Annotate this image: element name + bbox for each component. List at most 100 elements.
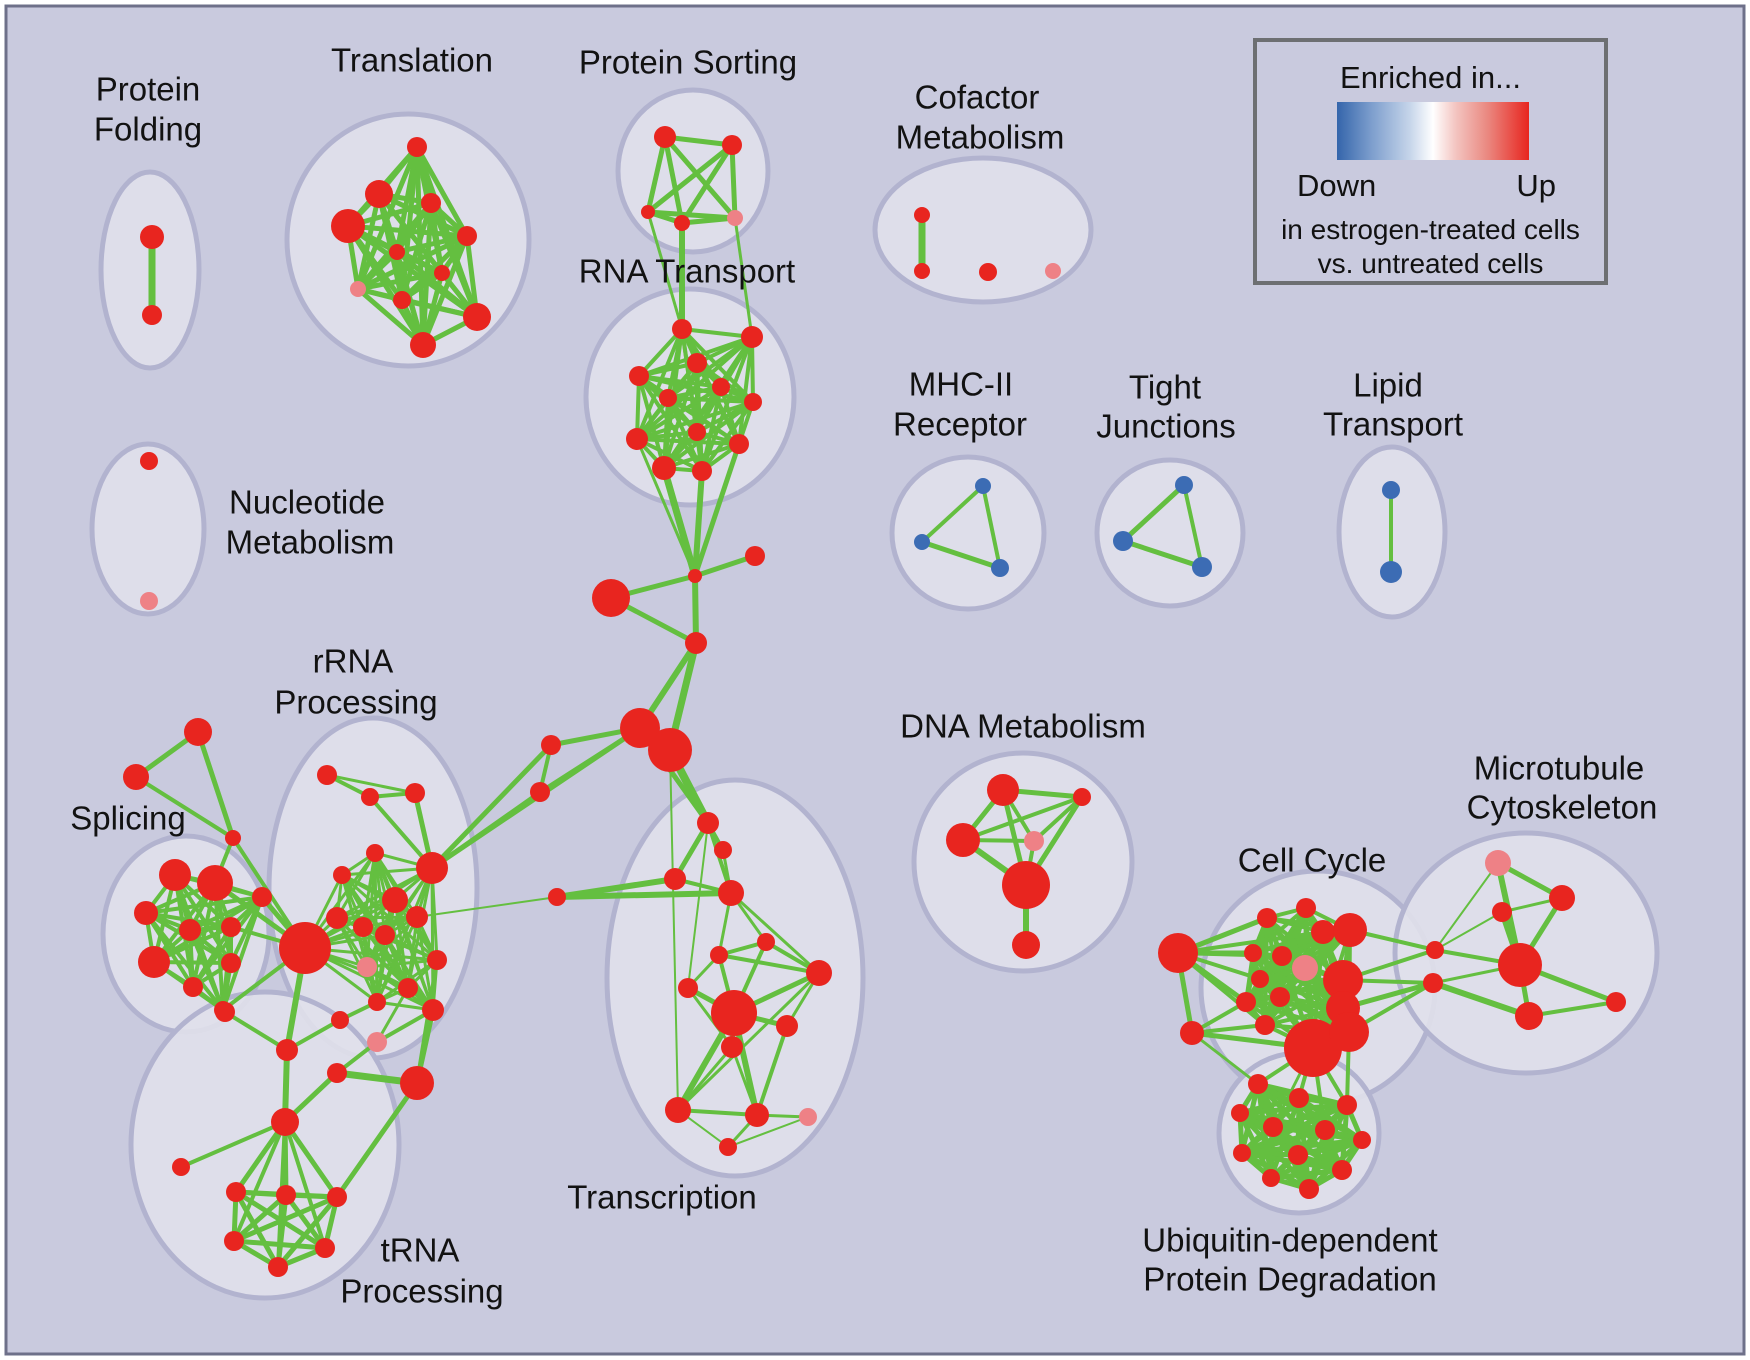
- edge: [223, 1010, 289, 1052]
- edge: [355, 270, 445, 292]
- label-ubiquitin-1: Ubiquitin-dependent: [1142, 1222, 1437, 1259]
- label-nucleotide-2: Metabolism: [226, 524, 395, 561]
- label-microtubule-1: Microtubule: [1474, 750, 1645, 787]
- node-r5: [333, 866, 351, 884]
- edge: [375, 915, 419, 1004]
- node-u6: [1315, 1120, 1335, 1140]
- node-j2: [745, 546, 765, 566]
- edge: [637, 327, 684, 378]
- edge: [919, 539, 1003, 571]
- node-rt11: [652, 456, 676, 480]
- node-j6: [530, 782, 550, 802]
- edge: [660, 464, 699, 580]
- label-rrna-1: rRNA: [313, 643, 394, 680]
- edge: [144, 895, 264, 915]
- edge: [680, 327, 754, 339]
- node-c7: [1244, 944, 1262, 962]
- node-rhub: [279, 922, 331, 974]
- edge: [233, 1119, 288, 1195]
- edge: [1527, 1000, 1618, 1018]
- edge: [645, 134, 668, 215]
- edge: [687, 822, 709, 989]
- edge: [920, 484, 985, 544]
- edge: [283, 1192, 328, 1251]
- label-protein-folding-2: Folding: [94, 111, 202, 148]
- node-c13: [1323, 960, 1363, 1000]
- node-tl6: [389, 244, 405, 260]
- node-j7: [548, 888, 566, 906]
- node-t2: [714, 841, 732, 859]
- edge: [692, 553, 758, 579]
- node-tn4: [172, 1158, 190, 1176]
- node-j4: [685, 632, 707, 654]
- node-u9: [1288, 1145, 1308, 1165]
- label-cofactor-2: Metabolism: [896, 119, 1065, 156]
- edge: [1032, 795, 1084, 843]
- node-cf3: [979, 263, 997, 281]
- node-u12: [1299, 1179, 1319, 1199]
- label-rrna-2: Processing: [274, 684, 437, 721]
- label-transcription: Transcription: [567, 1179, 757, 1216]
- node-mj2: [1423, 973, 1443, 993]
- edge: [700, 400, 755, 473]
- label-mhc-2: Receptor: [893, 406, 1027, 443]
- node-r15: [368, 993, 386, 1011]
- node-tl2: [365, 180, 393, 208]
- node-d1: [987, 774, 1019, 806]
- node-s2: [197, 865, 233, 901]
- label-mhc-1: MHC-II: [909, 366, 1013, 403]
- edge: [1120, 538, 1205, 570]
- node-r18: [367, 1032, 387, 1052]
- node-tn9: [315, 1238, 335, 1258]
- edge: [635, 437, 741, 446]
- edge: [375, 933, 387, 1004]
- edge: [692, 573, 699, 646]
- cluster-mhc-ii-receptor-ellipse: [889, 454, 1047, 612]
- legend-subtitle-line2: vs. untreated cells: [1317, 248, 1544, 279]
- label-protein-sorting: Protein Sorting: [579, 44, 797, 81]
- node-u7: [1353, 1131, 1371, 1149]
- node-tl4: [331, 209, 365, 243]
- node-chub: [1284, 1019, 1342, 1077]
- node-t10: [711, 990, 757, 1036]
- edge: [179, 1120, 287, 1169]
- edge: [429, 742, 554, 871]
- node-s5: [221, 917, 241, 937]
- cluster-nucleotide-metabolism-ellipse: [89, 441, 207, 617]
- edge: [1190, 1031, 1260, 1086]
- node-r7: [382, 887, 408, 913]
- edge: [1434, 911, 1503, 951]
- node-tl1: [407, 137, 427, 157]
- node-rt12: [692, 461, 712, 481]
- node-ps2: [722, 135, 742, 155]
- edge: [554, 890, 734, 900]
- edge: [282, 1119, 340, 1200]
- edge: [1430, 980, 1532, 1019]
- node-tl5: [457, 226, 477, 246]
- label-cell-cycle: Cell Cycle: [1238, 842, 1387, 879]
- label-tight-1: Tight: [1129, 369, 1201, 406]
- edge: [637, 374, 704, 473]
- label-dna-metabolism: DNA Metabolism: [900, 708, 1146, 745]
- node-d3: [946, 823, 980, 857]
- edge: [729, 891, 821, 975]
- node-tj3: [1192, 557, 1212, 577]
- node-nm1: [140, 452, 158, 470]
- edge: [283, 1120, 327, 1250]
- edge: [662, 442, 741, 470]
- edge: [1237, 1102, 1350, 1116]
- node-tl8: [350, 281, 366, 297]
- node-s6: [138, 946, 170, 978]
- label-cofactor-1: Cofactor: [915, 79, 1040, 116]
- node-u4: [1337, 1095, 1357, 1115]
- node-tl7: [434, 265, 450, 281]
- edge: [1251, 906, 1308, 955]
- node-m4: [1498, 943, 1542, 987]
- node-d6: [1012, 931, 1040, 959]
- edge: [191, 895, 264, 989]
- edge: [1190, 1023, 1267, 1035]
- label-ubiquitin-2: Protein Degradation: [1143, 1261, 1437, 1298]
- node-t6: [757, 933, 775, 951]
- node-s8: [221, 953, 241, 973]
